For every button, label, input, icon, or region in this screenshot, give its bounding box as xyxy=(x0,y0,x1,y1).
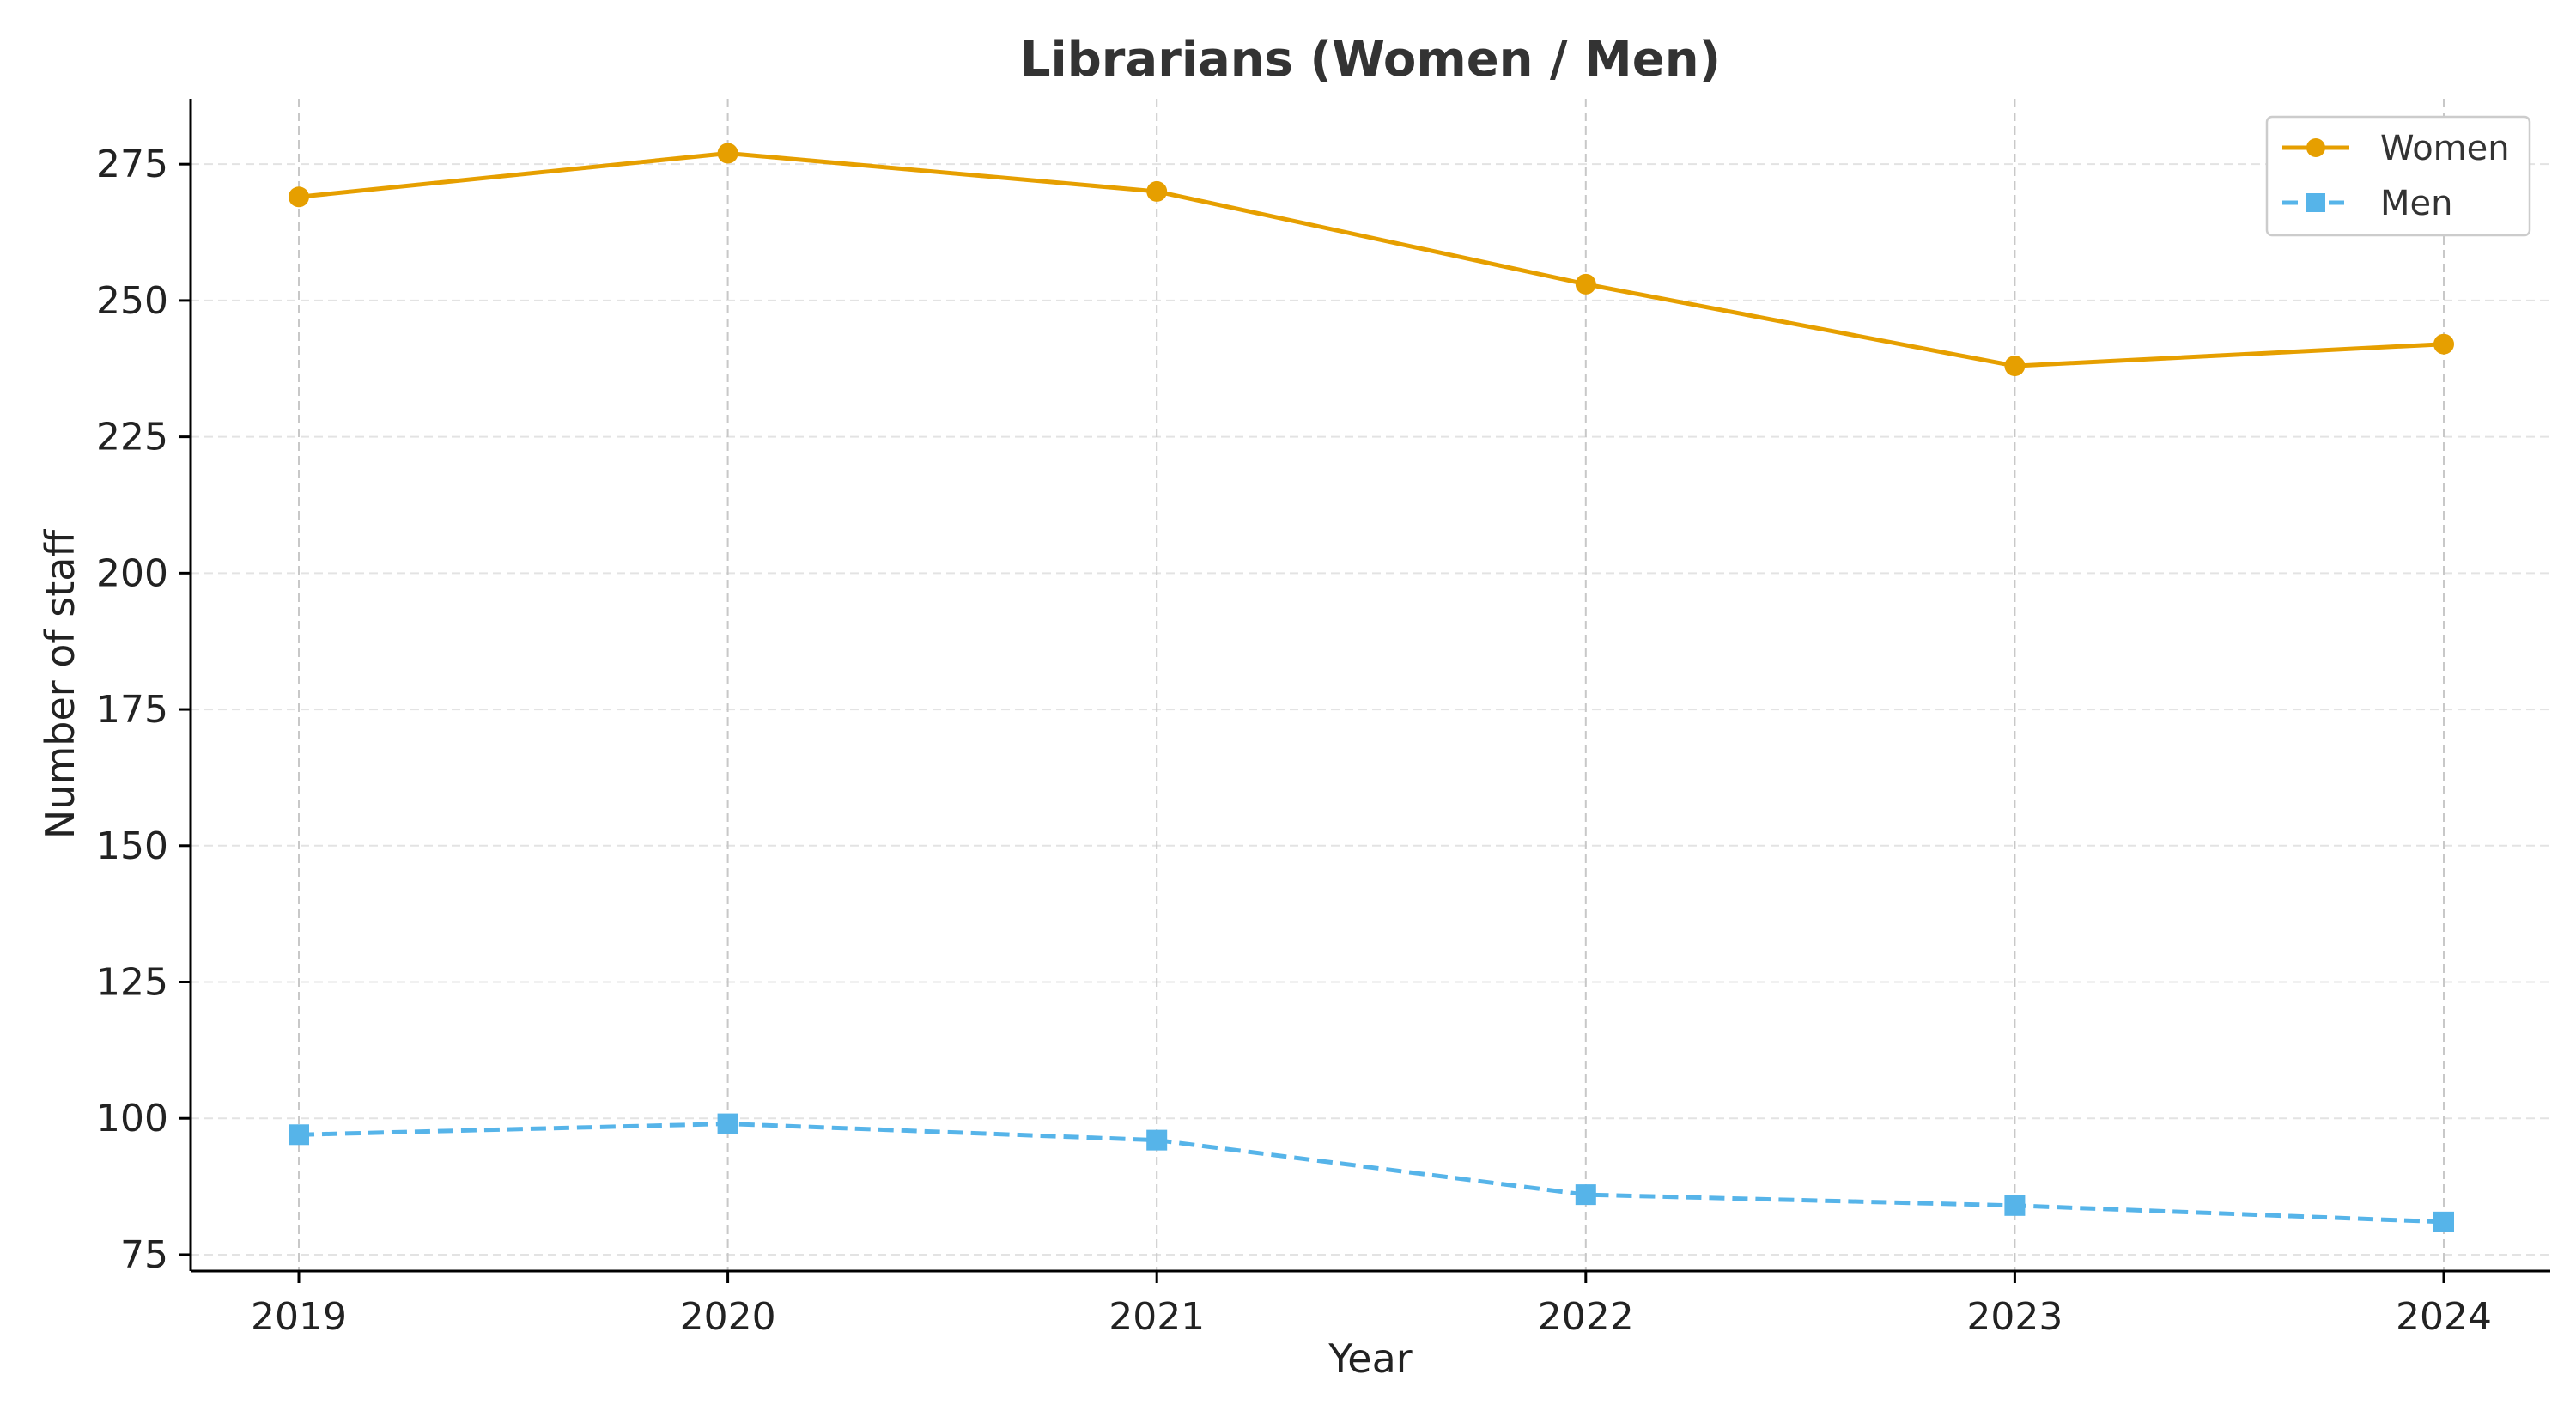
series-women-point xyxy=(289,186,309,208)
y-tick-label: 250 xyxy=(96,279,168,323)
series-men-point xyxy=(1575,1184,1596,1206)
x-tick-label: 2022 xyxy=(1538,1295,1634,1339)
series-women-point xyxy=(1575,273,1596,295)
chart-title: Librarians (Women / Men) xyxy=(1020,32,1721,88)
legend-women-marker xyxy=(2306,138,2325,157)
series-women-point xyxy=(2433,333,2454,355)
series-men-point xyxy=(717,1113,738,1134)
x-tick-label: 2021 xyxy=(1109,1295,1205,1339)
legend-men-marker xyxy=(2306,193,2325,212)
series xyxy=(289,143,2454,1232)
axes xyxy=(189,99,2550,1273)
series-women-point xyxy=(1146,180,1168,202)
series-women-line xyxy=(298,150,2445,368)
series-women-point xyxy=(717,143,738,164)
y-tick-label: 225 xyxy=(96,416,168,459)
series-men-point xyxy=(2004,1195,2026,1216)
x-tick-label: 2019 xyxy=(251,1295,347,1339)
series-men-point xyxy=(2433,1211,2454,1232)
legend-women-label: Women xyxy=(2380,129,2510,168)
y-ticks: 75 100 125 150 175 200 225 250 275 xyxy=(96,143,191,1277)
series-women-point xyxy=(2004,356,2026,377)
grid xyxy=(191,99,2550,1271)
series-men-point xyxy=(1146,1129,1168,1151)
x-tick-label: 2024 xyxy=(2396,1295,2492,1339)
x-tick-label: 2020 xyxy=(680,1295,776,1339)
series-men-point xyxy=(289,1124,309,1146)
x-tick-label: 2023 xyxy=(1966,1295,2063,1339)
y-tick-label: 75 xyxy=(120,1233,168,1277)
series-men xyxy=(289,1113,2454,1232)
y-tick-label: 100 xyxy=(96,1097,168,1140)
y-tick-label: 275 xyxy=(96,143,168,186)
y-tick-label: 150 xyxy=(96,824,168,868)
x-ticks: 2019 2020 2021 2022 2023 2024 xyxy=(251,1271,2492,1339)
y-tick-label: 175 xyxy=(96,688,168,732)
y-tick-label: 125 xyxy=(96,961,168,1005)
legend-men-label: Men xyxy=(2380,184,2452,223)
series-women xyxy=(289,143,2454,377)
y-tick-label: 200 xyxy=(96,551,168,595)
y-axis-label: Number of staff xyxy=(37,529,83,840)
legend: Women Men xyxy=(2265,115,2531,237)
series-men-line xyxy=(298,1122,2445,1225)
x-axis-label: Year xyxy=(1327,1335,1412,1382)
